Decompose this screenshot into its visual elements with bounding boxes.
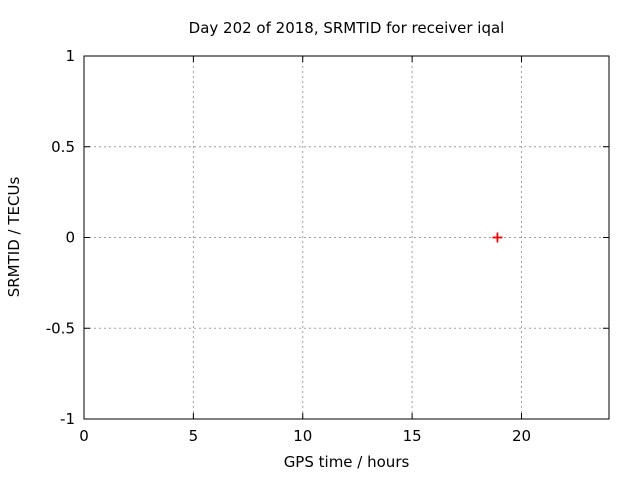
y-tick-label: -0.5 <box>46 319 75 337</box>
x-tick-label: 20 <box>512 427 531 445</box>
x-tick-label: 15 <box>403 427 422 445</box>
x-tick-label: 0 <box>79 427 89 445</box>
y-tick-label: -1 <box>60 410 75 428</box>
x-tick-label: 10 <box>293 427 312 445</box>
chart-title: Day 202 of 2018, SRMTID for receiver iqa… <box>188 19 505 37</box>
y-tick-label: 0 <box>65 229 75 247</box>
y-tick-label: 0.5 <box>51 138 75 156</box>
x-tick-label: 5 <box>189 427 199 445</box>
y-tick-label: 1 <box>65 47 75 65</box>
x-axis-label: GPS time / hours <box>283 453 410 471</box>
